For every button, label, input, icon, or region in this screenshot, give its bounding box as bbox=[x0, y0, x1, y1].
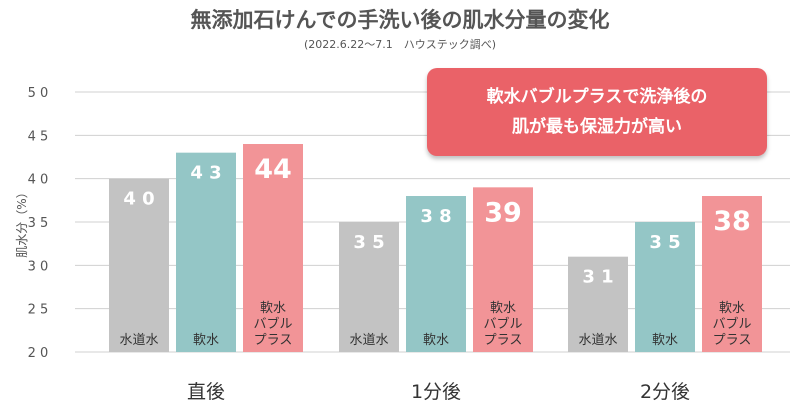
bar-value-label: 3 5 bbox=[649, 232, 680, 253]
bar-series-label: 水道水 bbox=[349, 333, 388, 348]
bar-series-label: プラス bbox=[713, 333, 752, 348]
y-axis-label: 肌水分（%） bbox=[15, 186, 29, 257]
callout-box: 軟水バブルプラスで洗浄後の 肌が最も保湿力が高い bbox=[427, 68, 767, 156]
bar bbox=[176, 152, 236, 352]
chart-title: 無添加石けんでの手洗い後の肌水分量の変化 bbox=[190, 8, 610, 32]
bar bbox=[568, 256, 628, 352]
bar-series-label: 水道水 bbox=[578, 333, 617, 348]
bar-series-label: 軟水 bbox=[719, 300, 745, 316]
bar-series-label: 水道水 bbox=[119, 333, 158, 348]
y-tick-label: 3 5 bbox=[28, 216, 49, 231]
bar-value-label: 44 bbox=[254, 154, 292, 185]
bar-value-label: 3 8 bbox=[420, 206, 451, 227]
bar-value-label: 38 bbox=[713, 206, 751, 237]
x-category-label: 直後 bbox=[187, 381, 225, 403]
bar bbox=[339, 222, 399, 352]
bar bbox=[406, 196, 466, 352]
bar-value-label: 3 1 bbox=[582, 267, 613, 288]
bar bbox=[243, 144, 303, 352]
chart-subtitle: (2022.6.22〜7.1 ハウステック調べ) bbox=[303, 38, 497, 51]
bar-series-label: バブル bbox=[253, 316, 292, 332]
x-category-label: 1分後 bbox=[411, 381, 461, 403]
y-tick-label: 4 5 bbox=[28, 129, 49, 144]
bar-value-label: 39 bbox=[484, 197, 522, 228]
bar-value-label: 3 5 bbox=[353, 232, 384, 253]
bar-series-label: プラス bbox=[254, 333, 293, 348]
bar bbox=[702, 196, 762, 352]
y-tick-label: 4 0 bbox=[28, 173, 49, 188]
bar-series-label: バブル bbox=[483, 316, 522, 332]
bar-series-label: プラス bbox=[484, 333, 523, 348]
bar-series-label: 軟水 bbox=[193, 332, 219, 348]
x-category-label: 2分後 bbox=[640, 381, 690, 403]
bar-value-label: 4 0 bbox=[123, 189, 154, 210]
bar-series-label: 軟水 bbox=[652, 332, 678, 348]
bar-series-label: 軟水 bbox=[260, 300, 286, 316]
bar bbox=[635, 222, 695, 352]
bar-series-label: 軟水 bbox=[423, 332, 449, 348]
bar bbox=[473, 187, 533, 352]
y-tick-label: 2 0 bbox=[28, 346, 49, 361]
bar bbox=[109, 178, 169, 352]
y-tick-label: 3 0 bbox=[28, 259, 49, 274]
y-tick-label: 2 5 bbox=[28, 303, 49, 318]
bar-value-label: 4 3 bbox=[190, 163, 221, 184]
bar-series-label: バブル bbox=[712, 316, 751, 332]
bar-series-label: 軟水 bbox=[490, 300, 516, 316]
callout-line-1: 軟水バブルプラスで洗浄後の bbox=[486, 87, 708, 107]
y-tick-label: 5 0 bbox=[28, 86, 49, 101]
callout-line-2: 肌が最も保湿力が高い bbox=[512, 117, 682, 137]
